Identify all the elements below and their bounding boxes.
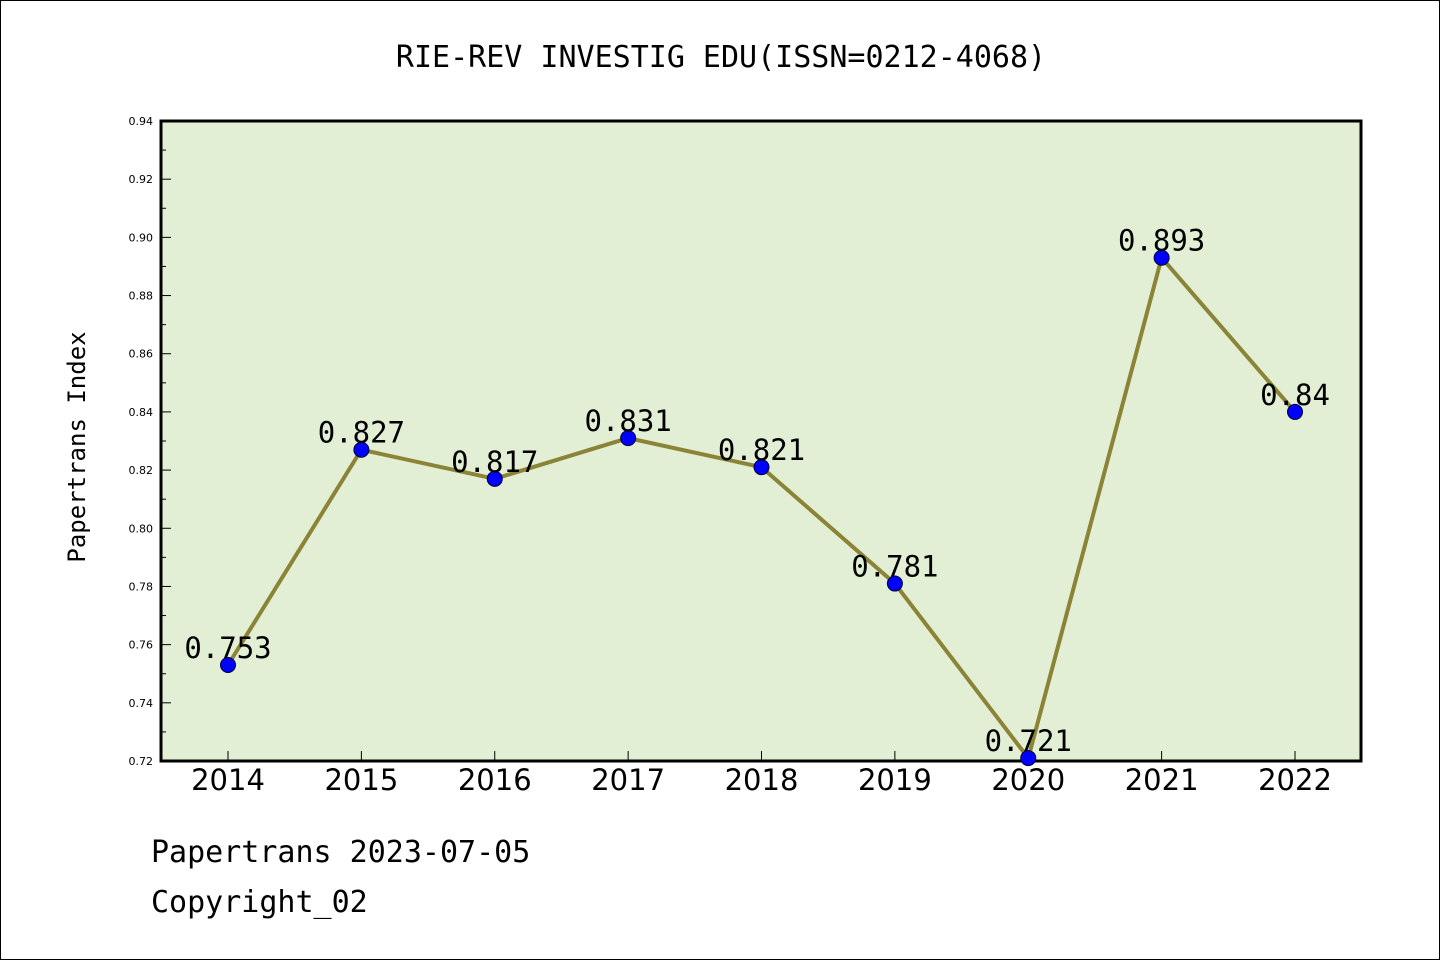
data-label: 0.781: [851, 550, 938, 584]
y-tick-label: 0.80: [129, 522, 154, 535]
data-label: 0.84: [1260, 378, 1330, 412]
footer-date: Papertrans 2023-07-05: [151, 835, 531, 870]
footer-copyright: Copyright_02: [151, 885, 368, 920]
y-tick-label: 0.94: [129, 115, 154, 128]
data-point-marker: [220, 657, 236, 673]
x-tick-label: 2014: [191, 763, 265, 797]
data-point-marker: [353, 441, 370, 458]
data-point-marker: [1287, 403, 1303, 420]
data-point-marker: [753, 459, 770, 476]
data-point-marker: [620, 430, 637, 447]
data-label: 0.753: [184, 631, 271, 665]
x-tick-label: 2022: [1258, 763, 1332, 797]
data-label: 0.817: [451, 445, 538, 479]
x-tick-label: 2018: [725, 763, 799, 797]
y-tick-label: 0.92: [129, 173, 154, 186]
data-point-marker: [486, 470, 503, 487]
y-tick-label: 0.88: [129, 290, 154, 303]
y-tick-label: 0.72: [129, 755, 154, 768]
data-point-marker: [1153, 249, 1170, 266]
x-tick-label: 2016: [458, 763, 532, 797]
data-label: 0.893: [1118, 224, 1205, 258]
data-point-marker: [1020, 750, 1037, 767]
y-tick-label: 0.90: [129, 231, 154, 244]
plot-area: [159, 119, 1363, 763]
data-label: 0.827: [318, 416, 405, 450]
x-tick-label: 2017: [591, 763, 665, 797]
data-label: 0.831: [584, 404, 671, 438]
data-series: 0.753 0.827 0.817 0.831 0.821 0.781 0.721 0.893…: [184, 224, 1330, 767]
x-tick-label: 2020: [991, 763, 1065, 797]
data-label: 0.821: [718, 433, 805, 467]
data-point-marker: [886, 575, 903, 592]
x-tick-label: 2021: [1125, 763, 1199, 797]
data-label: 0.721: [985, 724, 1072, 758]
y-tick-label: 0.76: [129, 639, 154, 652]
x-axis: 2014 2015 2016 2017 2018 2019 2020 2021 2022: [191, 751, 1332, 797]
x-tick-label: 2019: [858, 763, 932, 797]
y-tick-label: 0.86: [129, 348, 154, 361]
chart-title: RIE-REV INVESTIG EDU(ISSN=0212-4068): [396, 40, 1046, 75]
x-tick-label: 2015: [324, 763, 398, 797]
y-axis: 0.72 0.74 0.76 0.78 0.80 0.82 0.84 0.86 0.88 0.90…: [129, 115, 171, 768]
y-tick-label: 0.74: [129, 697, 154, 710]
y-tick-label: 0.82: [129, 464, 154, 477]
y-tick-label: 0.84: [129, 406, 154, 419]
y-tick-label: 0.78: [129, 580, 154, 593]
y-axis-label: Papertrans Index: [63, 331, 91, 562]
